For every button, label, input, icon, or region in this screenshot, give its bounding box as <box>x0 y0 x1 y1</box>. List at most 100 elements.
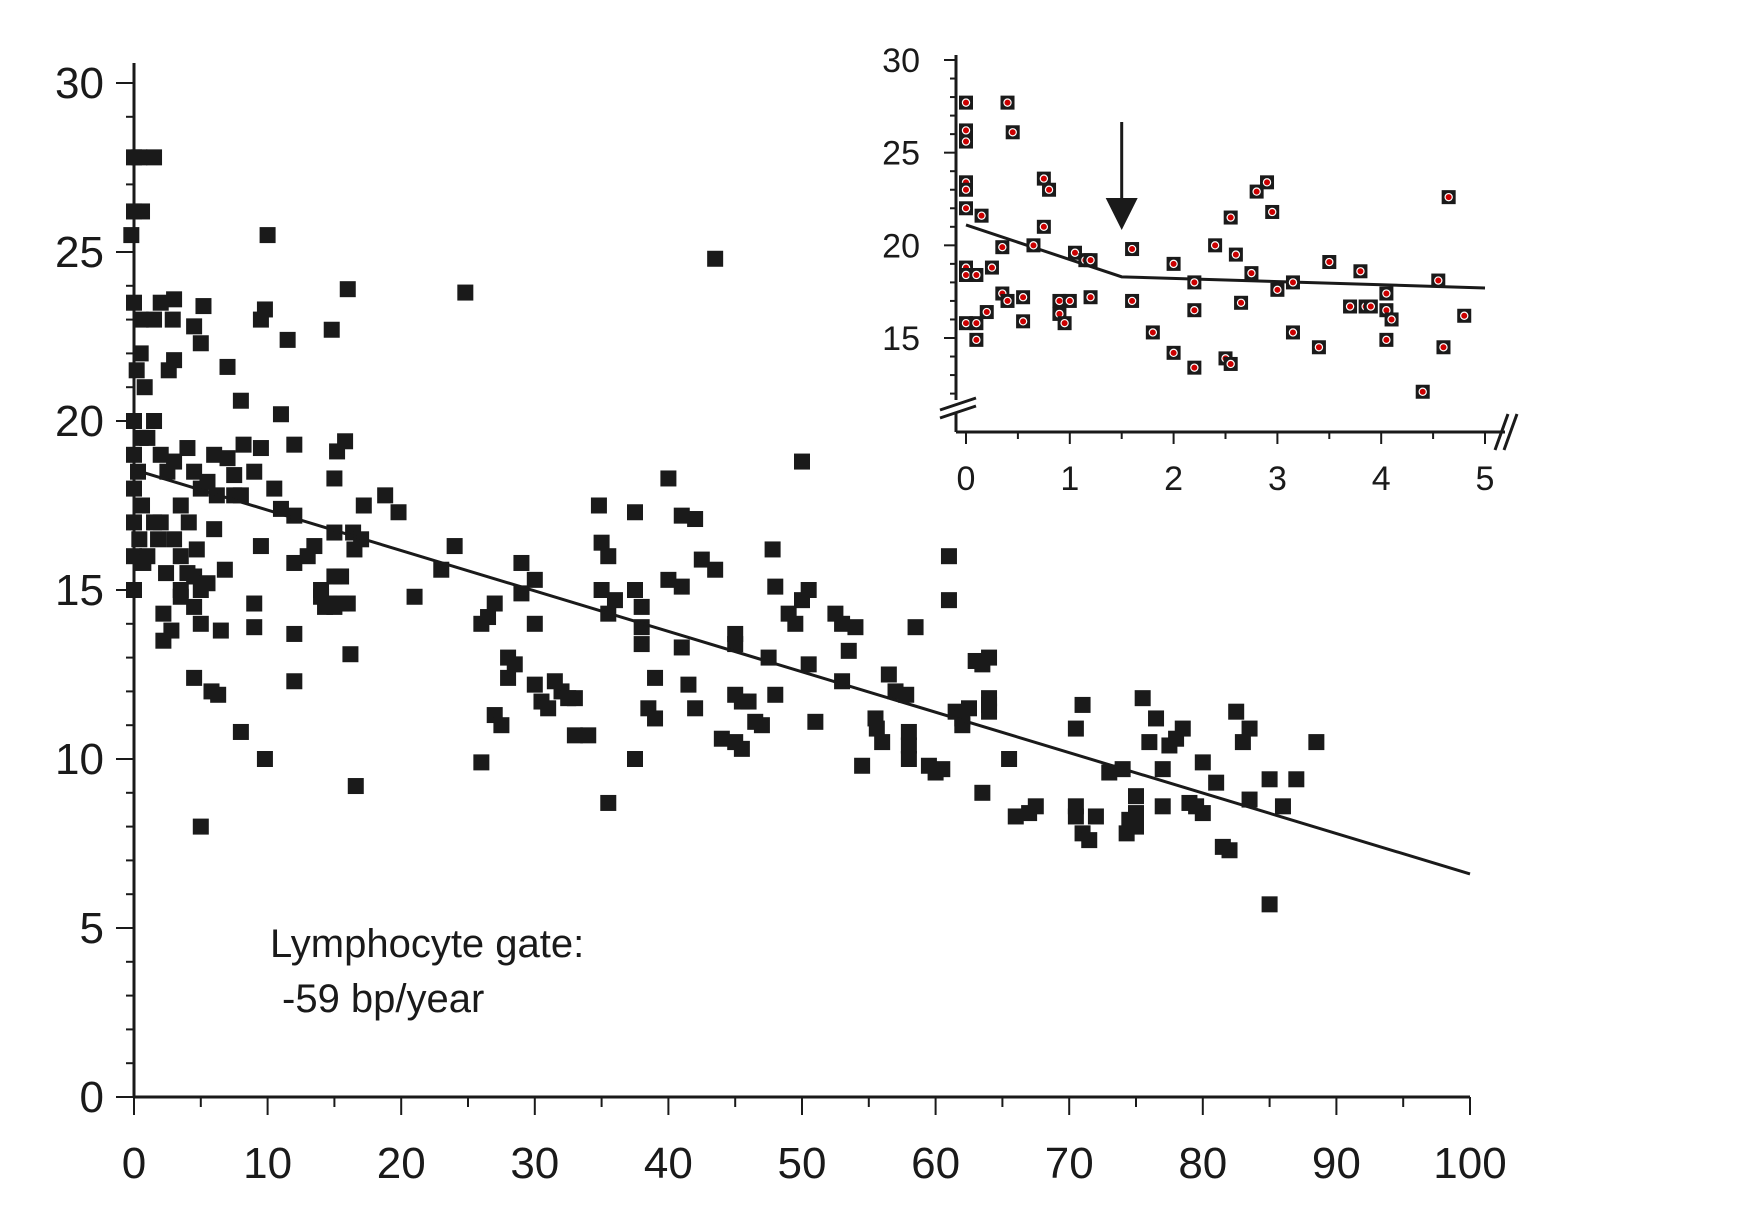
main-data-point <box>210 686 227 703</box>
main-data-point <box>600 794 617 811</box>
main-data-point <box>1288 771 1305 788</box>
inset-data-point <box>959 201 973 216</box>
inset-x-tick-label: 3 <box>1268 460 1287 498</box>
main-data-point <box>132 345 149 362</box>
inset-axes <box>939 55 1519 451</box>
main-data-point <box>139 429 156 446</box>
inset-x-axis-break-mark <box>1493 413 1510 451</box>
inset-data-point <box>1067 245 1082 260</box>
main-data-point <box>500 669 517 686</box>
inset-data-point <box>1285 275 1300 290</box>
main-data-point <box>206 446 223 463</box>
inset-data-point <box>1083 290 1098 305</box>
inset-y-tick-label: 20 <box>882 227 920 265</box>
main-data-point <box>764 541 781 558</box>
inset-x-axis-break-mark <box>1502 413 1519 451</box>
main-data-point <box>166 531 183 548</box>
main-data-point <box>1134 690 1151 707</box>
main-data-point <box>606 592 623 609</box>
main-data-point <box>199 473 216 490</box>
inset-x-tick-label: 4 <box>1372 460 1391 498</box>
main-data-point <box>1308 734 1325 751</box>
inset-data-point <box>1187 275 1202 290</box>
main-data-point <box>493 717 510 734</box>
main-data-point <box>152 514 169 531</box>
main-data-point <box>259 227 276 244</box>
main-data-point <box>526 571 543 588</box>
main-data-point <box>1221 842 1238 859</box>
main-data-point <box>693 551 710 568</box>
inset-data-point <box>1228 247 1243 262</box>
main-data-point <box>940 592 957 609</box>
main-data-point <box>633 598 650 615</box>
inset-data-point <box>1166 345 1181 360</box>
main-x-tick-label: 60 <box>911 1139 960 1188</box>
main-data-point <box>1141 734 1158 751</box>
inset-data-point <box>1311 340 1326 355</box>
inset-data-point <box>1166 256 1181 271</box>
inset-data-point <box>1125 293 1140 308</box>
main-data-point <box>212 622 229 639</box>
inset-data-point <box>959 123 973 138</box>
inset-fit-line <box>965 223 1486 290</box>
main-data-point <box>139 548 156 565</box>
main-data-point <box>593 582 610 598</box>
main-data-point <box>246 463 263 480</box>
main-data-point <box>898 686 915 703</box>
main-data-point <box>713 730 730 747</box>
inset-data-point <box>1187 360 1202 375</box>
inset-data-point <box>1285 325 1300 340</box>
main-data-point <box>246 595 263 612</box>
inset-data-point <box>1000 293 1015 308</box>
main-data-point <box>188 541 205 558</box>
main-data-point <box>155 632 172 649</box>
main-data-point <box>235 436 252 453</box>
main-data-point <box>981 649 998 666</box>
main-data-point <box>707 250 724 267</box>
main-data-point <box>126 480 142 497</box>
main-data-point <box>834 615 851 632</box>
main-data-point <box>627 504 643 521</box>
inset-data-point <box>1379 286 1394 301</box>
main-data-point <box>1228 703 1245 720</box>
main-data-point <box>337 433 354 450</box>
main-data-point <box>266 480 283 497</box>
main-data-point <box>323 321 340 338</box>
main-data-point <box>981 703 998 720</box>
main-data-point <box>1154 798 1171 815</box>
main-data-point <box>1067 720 1084 737</box>
main-data-point <box>1007 808 1024 825</box>
main-data-point <box>186 568 203 585</box>
main-data-point <box>1128 805 1144 822</box>
main-data-point <box>627 751 643 767</box>
inset-data-point <box>1057 316 1072 331</box>
main-data-point <box>740 693 757 710</box>
main-data-point <box>186 318 203 335</box>
inset-breakpoint-arrow <box>1105 122 1138 230</box>
main-data-point <box>807 713 824 730</box>
main-data-point <box>473 754 490 771</box>
main-data-point <box>506 656 523 673</box>
inset-data-point <box>1083 253 1098 268</box>
main-data-point <box>1174 720 1191 737</box>
main-data-point <box>660 470 677 487</box>
inset-data-point <box>1036 171 1051 186</box>
main-data-point <box>286 673 303 690</box>
inset-data-point <box>1000 95 1015 110</box>
main-data-point <box>1194 754 1211 771</box>
inset-data-point <box>1436 340 1451 355</box>
main-data-point <box>961 700 977 717</box>
main-data-point <box>1241 791 1258 808</box>
main-y-tick-label: 30 <box>55 59 104 108</box>
main-data-point <box>279 331 296 348</box>
inset-data-points <box>959 95 1472 399</box>
main-data-point <box>1261 771 1278 788</box>
inset-data-point <box>979 305 994 320</box>
main-data-point <box>900 751 917 767</box>
main-data-point <box>192 818 209 835</box>
inset-data-point <box>959 182 973 197</box>
main-data-point <box>1234 734 1251 751</box>
main-data-point <box>347 778 364 795</box>
